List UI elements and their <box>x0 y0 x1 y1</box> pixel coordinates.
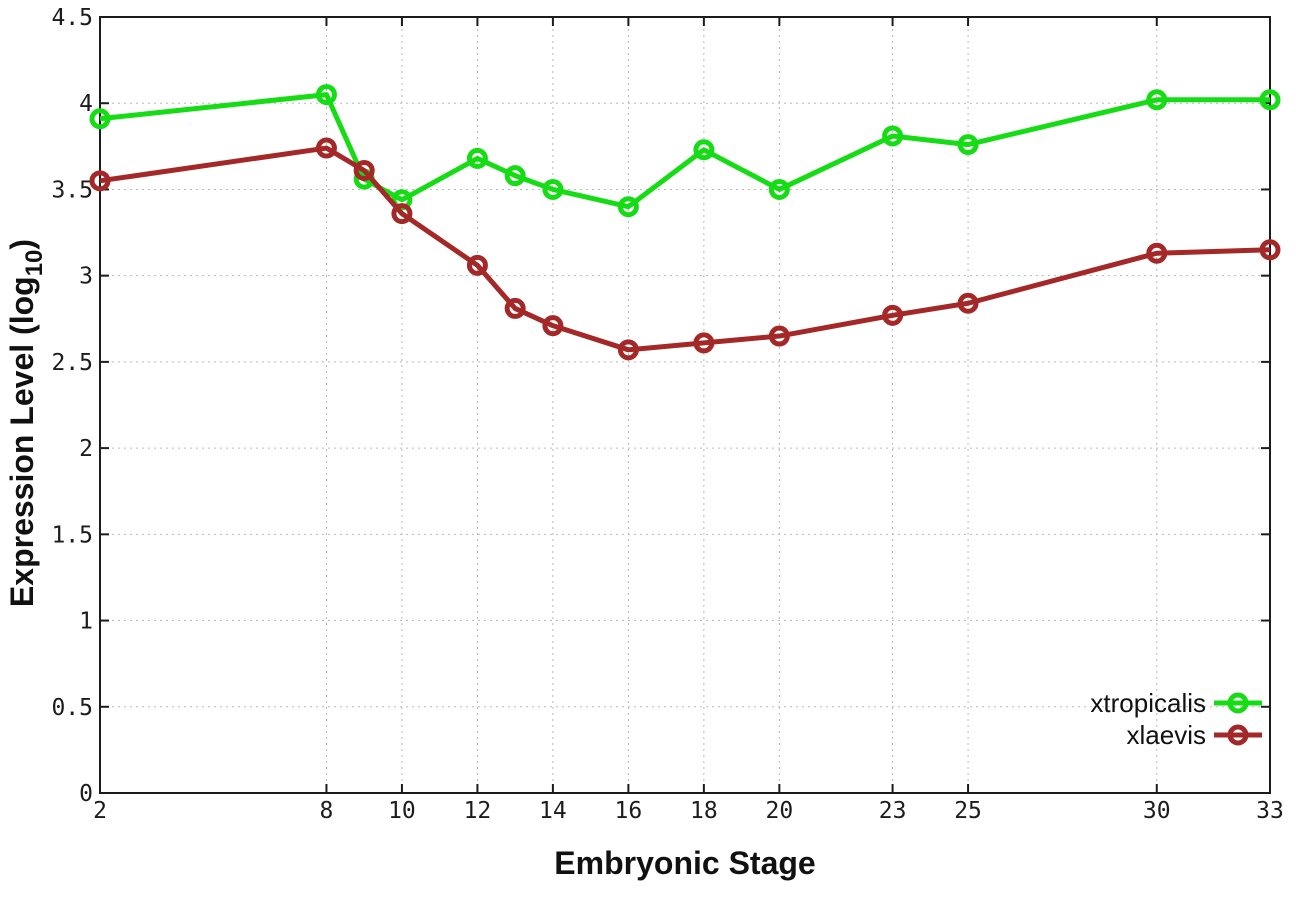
x-tick-label: 2 <box>93 798 107 824</box>
y-tick-label: 1 <box>79 609 93 635</box>
x-tick-label: 33 <box>1256 798 1284 824</box>
y-tick-label: 3.5 <box>51 177 93 203</box>
y-axis-title-subscript: 10 <box>21 250 48 277</box>
x-tick-label: 20 <box>766 798 794 824</box>
series-line-xlaevis <box>99 145 1271 353</box>
data-point-marker-xlaevis <box>768 325 790 347</box>
data-point-marker-xlaevis <box>466 254 488 276</box>
data-point-marker-xtropicalis <box>504 165 526 187</box>
data-point-marker-xlaevis <box>504 297 526 319</box>
x-tick-label: 16 <box>615 798 643 824</box>
data-point-marker-xtropicalis <box>542 178 564 200</box>
data-point-marker-xlaevis <box>353 159 375 181</box>
data-point-marker-xtropicalis <box>768 178 790 200</box>
plot-layer: 2 8 10 12 14 16 18 20 23 25 30 33 0 0.5 1 1.5 2 2.5 3 3.5 4 4… <box>51 5 1283 824</box>
y-axis-title: Expression Level (log10) <box>4 239 48 607</box>
x-tick-label: 18 <box>690 798 718 824</box>
y-tick-label: 0 <box>79 781 93 807</box>
data-point-marker-xtropicalis <box>882 125 904 147</box>
x-tick-label: 25 <box>954 798 982 824</box>
data-point-marker-xtropicalis <box>693 139 715 161</box>
data-point-marker-xtropicalis <box>466 147 488 169</box>
y-tick-label: 2 <box>79 436 93 462</box>
data-point-marker-xlaevis <box>89 170 111 192</box>
data-point-marker-xtropicalis <box>315 84 337 106</box>
y-tick-label: 2.5 <box>51 350 93 376</box>
data-point-marker-xtropicalis <box>89 108 111 130</box>
y-tick-label: 0.5 <box>51 695 93 721</box>
legend-sample-marker-xtropicalis <box>1227 692 1249 714</box>
x-tick-label: 10 <box>388 798 416 824</box>
data-point-marker-xtropicalis <box>1146 89 1168 111</box>
x-tick-label: 12 <box>464 798 492 824</box>
y-axis-title-main: Expression Level (log <box>4 276 40 607</box>
x-tick-label: 14 <box>539 798 567 824</box>
data-point-marker-xlaevis <box>1146 242 1168 264</box>
data-point-marker-xtropicalis <box>957 134 979 156</box>
legend-label-xtropicalis: xtropicalis <box>1090 688 1206 718</box>
data-point-marker-xlaevis <box>1259 239 1281 261</box>
x-axis-title: Embryonic Stage <box>554 845 815 881</box>
data-point-marker-xtropicalis <box>1259 89 1281 111</box>
data-point-marker-xlaevis <box>542 315 564 337</box>
data-point-marker-xtropicalis <box>617 196 639 218</box>
x-tick-label: 30 <box>1143 798 1171 824</box>
plot-border <box>99 16 1271 794</box>
x-tick-label: 23 <box>879 798 907 824</box>
legend-label-xlaevis: xlaevis <box>1127 720 1206 750</box>
data-point-marker-xlaevis <box>693 332 715 354</box>
data-point-marker-xlaevis <box>391 203 413 225</box>
y-tick-label: 4 <box>79 91 93 117</box>
y-tick-label: 1.5 <box>51 522 93 548</box>
data-point-marker-xlaevis <box>882 304 904 326</box>
y-tick-label: 3 <box>79 264 93 290</box>
y-axis-title-suffix: ) <box>4 239 40 250</box>
data-point-marker-xlaevis <box>617 339 639 361</box>
data-point-marker-xlaevis <box>957 292 979 314</box>
legend-sample-marker-xlaevis <box>1227 724 1249 746</box>
data-point-marker-xlaevis <box>315 137 337 159</box>
x-tick-label: 8 <box>320 798 334 824</box>
y-tick-label: 4.5 <box>51 5 93 31</box>
